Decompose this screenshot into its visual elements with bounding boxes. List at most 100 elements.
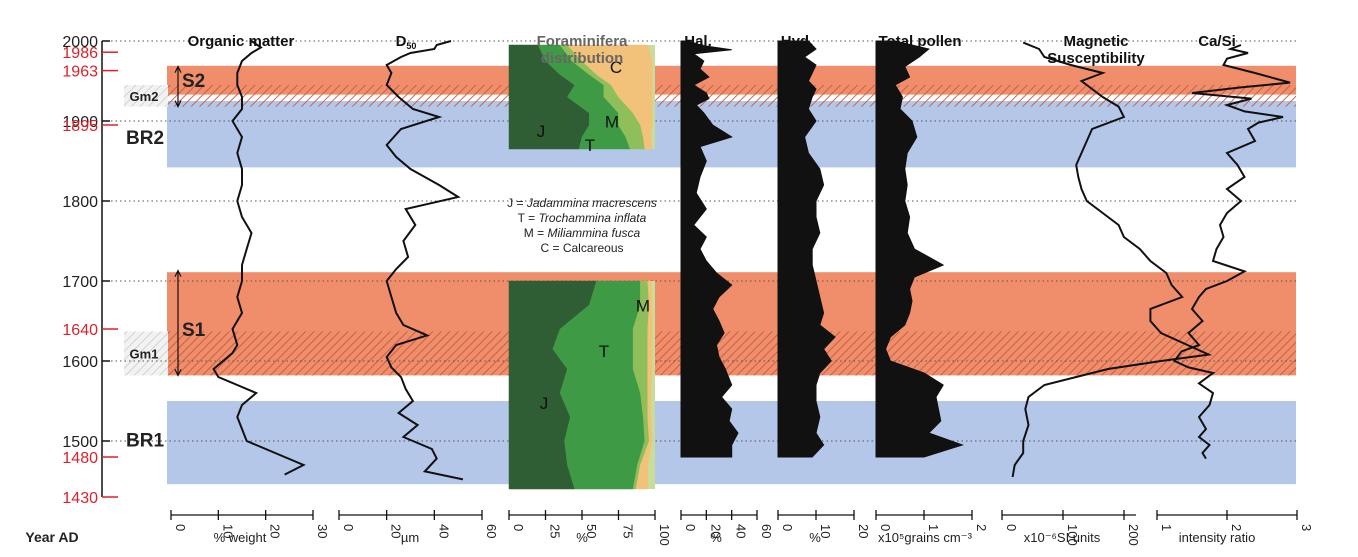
- band-label-br2: BR2: [126, 128, 164, 149]
- gm-label-gm2: Gm2: [130, 89, 159, 104]
- year-label-1700: 1700: [62, 274, 98, 291]
- year-red-label-1640: 1640: [62, 322, 98, 339]
- x-tick-label-casi-1: 1: [1159, 524, 1174, 531]
- series-d50-line: [385, 40, 464, 481]
- panel-title-mag-line2: Susceptibility: [1047, 50, 1145, 67]
- panel-title-organic: Organic matter: [188, 33, 295, 50]
- panel-title-d50-sub: 50: [406, 41, 416, 51]
- x-tick-label-hyd-20: 20: [856, 524, 871, 538]
- gm-arrowhead-top-gm2: [174, 65, 182, 73]
- x-tick-label-foram-25: 25: [548, 524, 563, 538]
- hatched-band-2: [167, 331, 1296, 376]
- x-tick-label-hal-0: 0: [683, 524, 698, 531]
- x-tick-label-d50-60: 60: [484, 524, 499, 538]
- foram-legend-j: J = Jadammina macrescens: [507, 196, 657, 210]
- gm-arrowhead-top-gm1: [174, 269, 182, 277]
- x-tick-label-organic-0: 0: [173, 524, 188, 531]
- year-label-1800: 1800: [62, 194, 98, 211]
- x-axis-label-hyd: %: [809, 530, 821, 545]
- panel-title-foram-line1: Foraminifera: [537, 33, 629, 50]
- foram-plot-label-5: J: [540, 394, 549, 413]
- x-tick-label-mag-100: 100: [1065, 524, 1080, 546]
- panel-title-pollen: Total pollen: [878, 33, 961, 50]
- x-tick-label-hyd-0: 0: [780, 524, 795, 531]
- series-casi-line: [1172, 44, 1291, 460]
- x-axis-label-organic: % weight: [214, 530, 267, 545]
- series-layer: [212, 40, 1291, 490]
- panel-title-mag-line1: Magnetic: [1063, 33, 1128, 50]
- foram-legend-name-c: Calcareous: [563, 241, 624, 255]
- foram-legend-eq: =: [549, 241, 563, 255]
- series-mag-line: [1011, 41, 1213, 478]
- hatched-band-1: [167, 85, 1296, 107]
- year-red-label-1895: 1895: [62, 118, 98, 135]
- band-label-s1: S1: [182, 320, 206, 341]
- foram-legend-name-t: Trochammina inflata: [538, 211, 646, 225]
- x-tick-label-pollen-1: 1: [926, 524, 941, 531]
- x-axis-label-mag: x10⁻⁶SI units: [1024, 530, 1101, 545]
- year-axis-title: Year AD: [25, 529, 78, 545]
- x-axis-label-casi: intensity ratio: [1179, 530, 1256, 545]
- series-hal-area: [680, 40, 739, 458]
- x-tick-label-foram-100: 100: [657, 524, 672, 546]
- x-axis-label-pollen: x10⁵grains cm⁻³: [878, 530, 973, 545]
- x-tick-label-organic-20: 20: [268, 524, 283, 538]
- foram-upper-area-c: [566, 44, 653, 150]
- year-label-1600: 1600: [62, 354, 98, 371]
- x-tick-label-hal-20: 20: [708, 524, 723, 538]
- series-organic-line: [212, 40, 306, 476]
- x-tick-label-organic-30: 30: [315, 524, 330, 538]
- x-tick-label-casi-3: 3: [1299, 524, 1314, 531]
- x-tick-label-d50-0: 0: [341, 524, 356, 531]
- foram-legend-name-m: Miliammina fusca: [547, 226, 640, 240]
- x-tick-label-pollen-0: 0: [878, 524, 893, 531]
- x-tick-label-foram-0: 0: [511, 524, 526, 531]
- foram-legend-key-t: T: [518, 211, 526, 225]
- band-br2: [167, 101, 1296, 168]
- year-label-2000: 2000: [62, 34, 98, 51]
- year-label-1900: 1900: [62, 114, 98, 131]
- panel-title-d50-main: D: [396, 33, 407, 50]
- x-tick-label-hyd-10: 10: [818, 524, 833, 538]
- foram-legend-c: C = Calcareous: [540, 241, 623, 255]
- x-tick-label-hal-40: 40: [734, 524, 749, 538]
- foram-plot-label-2: T: [585, 136, 595, 155]
- series-pollen-area: [875, 40, 964, 458]
- year-red-label-1963: 1963: [62, 64, 98, 81]
- foram-legend-key-j: J: [507, 196, 513, 210]
- x-tick-label-hal-60: 60: [759, 524, 774, 538]
- x-tick-label-mag-200: 200: [1126, 524, 1141, 546]
- gm-box-hatch-gm1: [124, 331, 168, 376]
- foram-legend-m: M = Miliammina fusca: [524, 226, 641, 240]
- foram-plot-label-4: C: [610, 58, 622, 77]
- band-label-s2: S2: [182, 71, 205, 92]
- foram-plot-label-1: J: [537, 122, 546, 141]
- gm-box-hatch-gm2: [124, 85, 168, 107]
- x-tick-label-casi-2: 2: [1229, 524, 1244, 531]
- panel-title-hyd: Hyd.: [781, 33, 814, 50]
- foram-plot-label-6: T: [599, 342, 609, 361]
- x-tick-label-foram-50: 50: [584, 524, 599, 538]
- year-red-label-1430: 1430: [62, 490, 98, 507]
- gm-label-gm1: Gm1: [130, 346, 159, 361]
- year-red-label-1480: 1480: [62, 450, 98, 467]
- band-label-br1: BR1: [126, 430, 164, 451]
- foram-legend-eq: =: [513, 196, 527, 210]
- foram-legend-key-m: M: [524, 226, 534, 240]
- foram-plot-label-3: M: [605, 112, 619, 131]
- foram-legend-eq: =: [534, 226, 548, 240]
- x-tick-label-organic-10: 10: [220, 524, 235, 538]
- x-tick-label-foram-75: 75: [621, 524, 636, 538]
- foram-legend-name-j: Jadammina macrescens: [526, 196, 657, 210]
- series-hyd-area: [777, 40, 836, 458]
- foram-legend-t: T = Trochammina inflata: [518, 211, 647, 225]
- gm-arrowhead-bottom-gm2: [174, 100, 182, 108]
- x-axis-label-hal: %: [710, 530, 722, 545]
- panel-title-casi: Ca/Si: [1198, 33, 1236, 50]
- year-label-1500: 1500: [62, 434, 98, 451]
- x-tick-label-d50-40: 40: [436, 524, 451, 538]
- grid-layer: [102, 40, 1296, 442]
- year-red-label-1986: 1986: [62, 45, 98, 62]
